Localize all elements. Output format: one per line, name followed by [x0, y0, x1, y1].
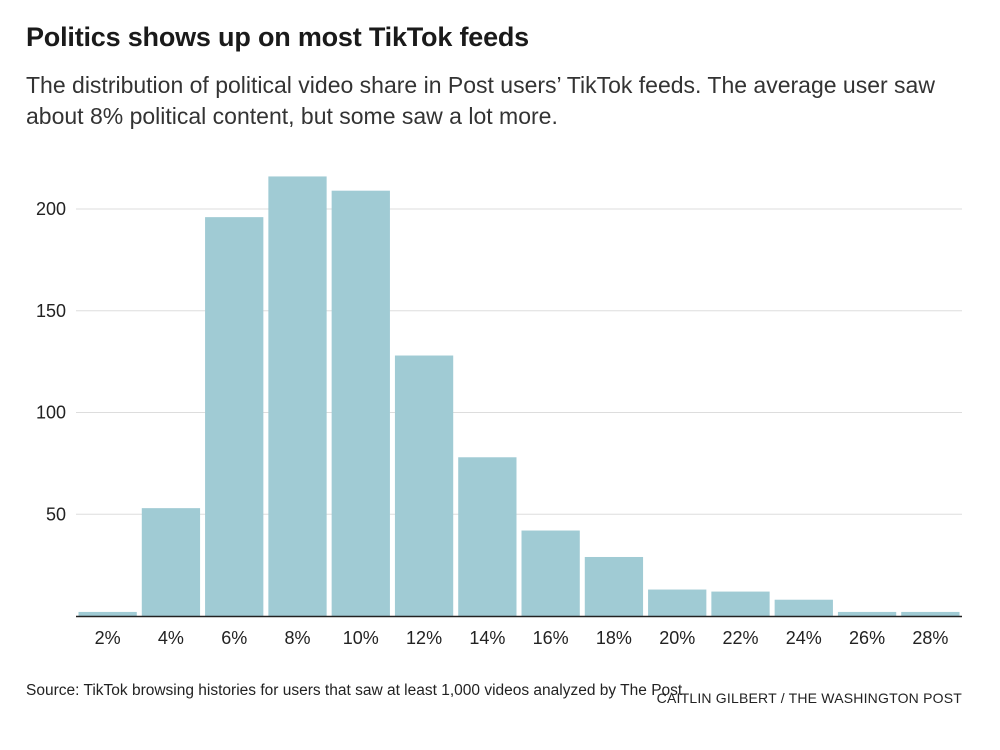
source-note: Source: TikTok browsing histories for us… [26, 682, 683, 699]
x-tick-label: 18% [596, 628, 632, 648]
bar [268, 176, 327, 616]
x-tick-label: 10% [343, 628, 379, 648]
x-tick-label: 20% [659, 628, 695, 648]
x-tick-label: 14% [469, 628, 505, 648]
credit-line: CAITLIN GILBERT / THE WASHINGTON POST [656, 690, 962, 706]
bar [711, 591, 770, 616]
y-tick-label: 100 [36, 403, 66, 423]
y-tick-label: 50 [46, 504, 66, 524]
x-tick-label: 28% [912, 628, 948, 648]
x-tick-label: 22% [722, 628, 758, 648]
bar [78, 611, 137, 616]
x-axis-labels: 2% 4% 6% 8% 10% 12% 14% 16% 18% 20% 22% 24% 26% 28% [95, 628, 949, 648]
x-tick-label: 2% [95, 628, 121, 648]
y-tick-label: 150 [36, 301, 66, 321]
x-tick-label: 16% [533, 628, 569, 648]
y-axis-labels: 50 100 150 200 [36, 199, 66, 524]
bar [394, 355, 454, 616]
bar [521, 530, 580, 616]
bar [331, 190, 390, 616]
chart-subtitle: The distribution of political video shar… [26, 72, 935, 129]
x-tick-label: 8% [284, 628, 310, 648]
x-tick-label: 4% [158, 628, 184, 648]
bar [141, 508, 201, 616]
x-tick-label: 6% [221, 628, 247, 648]
x-tick-label: 24% [786, 628, 822, 648]
bar [901, 611, 960, 616]
bar [837, 611, 897, 616]
bar-chart: 50 100 150 200 2% 4% 6% 8% 10% 12% 14% 16% 18% 20% 22… [36, 176, 962, 648]
bar [458, 457, 517, 616]
y-tick-label: 200 [36, 199, 66, 219]
bar [648, 589, 707, 616]
bars [78, 176, 960, 616]
bar [584, 556, 644, 616]
chart-title: Politics shows up on most TikTok feeds [26, 22, 529, 52]
bar [774, 599, 833, 616]
x-tick-label: 26% [849, 628, 885, 648]
x-tick-label: 12% [406, 628, 442, 648]
bar [205, 217, 264, 616]
